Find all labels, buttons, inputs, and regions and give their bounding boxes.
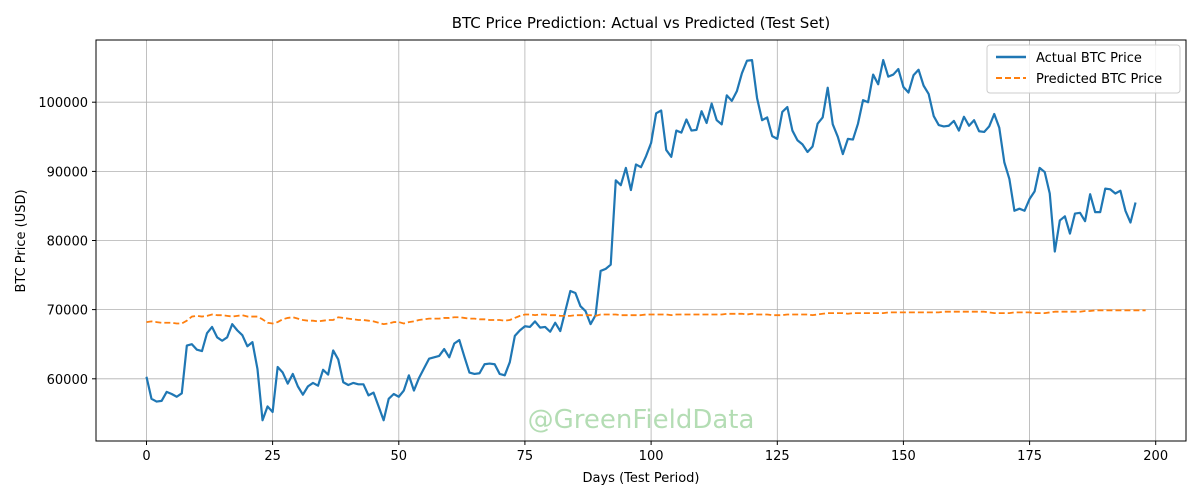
y-tick-label: 90000: [47, 165, 88, 180]
grid: [96, 40, 1186, 441]
legend-box: [986, 44, 1181, 94]
legend-label-predicted: Predicted BTC Price: [1036, 72, 1162, 87]
predicted-price-line: [146, 309, 1146, 326]
watermark-text: @GreenFieldData: [528, 405, 755, 435]
x-tick-label: 175: [1017, 449, 1042, 464]
y-tick-label: 60000: [47, 373, 88, 388]
actual-price-line: [145, 58, 1137, 422]
y-tick-label: 70000: [47, 304, 88, 319]
series-layer: [145, 58, 1146, 422]
y-tick-label: 100000: [38, 96, 88, 111]
x-axis-label: Days (Test Period): [583, 471, 700, 486]
chart-title: BTC Price Prediction: Actual vs Predicte…: [452, 14, 831, 32]
axes-ticks: 0 25 50 75 100 125 150 175 200 60000 70000 80000 900…: [38, 96, 1168, 464]
x-tick-label: 150: [891, 449, 916, 464]
x-tick-label: 50: [391, 449, 408, 464]
x-tick-label: 200: [1143, 449, 1168, 464]
y-axis-label: BTC Price (USD): [14, 189, 29, 292]
x-tick-label: 75: [517, 449, 534, 464]
y-tick-label: 80000: [47, 235, 88, 250]
x-tick-label: 100: [639, 449, 664, 464]
x-tick-label: 25: [264, 449, 281, 464]
legend-label-actual: Actual BTC Price: [1036, 51, 1142, 66]
x-tick-label: 125: [765, 449, 790, 464]
x-tick-label: 0: [142, 449, 150, 464]
legend: Actual BTC Price Predicted BTC Price: [986, 44, 1181, 94]
